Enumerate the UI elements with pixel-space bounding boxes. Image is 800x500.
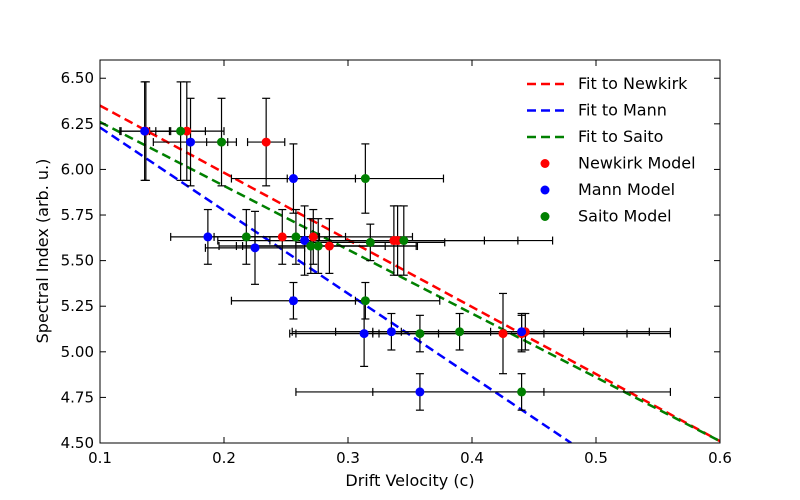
- fit-line: [100, 104, 720, 443]
- y-tick-label: 6.25: [61, 115, 94, 133]
- legend-label: Fit to Newkirk: [578, 74, 688, 93]
- data-point: [393, 236, 403, 246]
- y-tick-label: 4.75: [61, 388, 94, 406]
- data-point: [455, 327, 465, 337]
- y-tick-label: 5.50: [61, 252, 94, 270]
- legend-marker-swatch: [540, 212, 550, 221]
- data-point: [217, 137, 227, 147]
- data-point: [203, 232, 213, 242]
- y-axis-title: Spectral Index (arb. u.): [33, 159, 52, 344]
- plot-frame: [99, 59, 721, 444]
- data-point: [415, 387, 425, 397]
- data-point: [306, 241, 316, 251]
- x-axis-title: Drift Velocity (c): [345, 471, 474, 490]
- x-tick-label: 0.2: [212, 449, 236, 467]
- legend-marker-swatch: [540, 185, 550, 195]
- data-point: [517, 387, 527, 397]
- data-point: [517, 327, 527, 337]
- y-tick-label: 6.00: [61, 160, 94, 178]
- legend-label: Saito Model: [578, 207, 672, 226]
- y-tick-label: 5.25: [61, 297, 94, 315]
- legend-label: Fit to Mann: [578, 101, 667, 120]
- data-point: [399, 236, 409, 246]
- legend-entry: Mann Model: [540, 180, 675, 199]
- x-axis: 0.1 0.2 0.3 0.4 0.5 0.6: [88, 60, 732, 467]
- data-point: [313, 241, 323, 251]
- data-point: [291, 232, 301, 242]
- legend-label: Fit to Saito: [578, 127, 663, 146]
- data-point: [186, 137, 196, 147]
- legend-entry: Fit to Saito: [527, 127, 663, 146]
- plot-content: [100, 81, 720, 443]
- legend-entry: Newkirk Model: [540, 154, 696, 173]
- x-tick-label: 0.1: [88, 449, 112, 467]
- x-tick-label: 0.4: [460, 449, 484, 467]
- x-tick-label: 0.6: [708, 449, 732, 467]
- data-point: [308, 232, 318, 242]
- legend: Fit to Newkirk Fit to Mann Fit to Saito New…: [527, 74, 696, 226]
- data-point: [415, 329, 425, 339]
- data-point: [176, 126, 186, 136]
- x-tick-label: 0.5: [584, 449, 608, 467]
- y-tick-label: 6.50: [61, 69, 94, 87]
- data-point: [241, 232, 251, 242]
- data-point: [300, 236, 310, 246]
- legend-label: Mann Model: [578, 180, 675, 199]
- data-point: [498, 329, 508, 339]
- data-point: [250, 243, 260, 253]
- y-axis: 4.50 4.75 5.00 5.25 5.50 5.75 6.00 6.25 6.50: [61, 69, 720, 452]
- data-point: [360, 296, 370, 306]
- data-point: [288, 174, 298, 184]
- data-point: [365, 237, 375, 247]
- data-point: [359, 329, 369, 339]
- fit-line: [100, 126, 572, 443]
- legend-entry: Fit to Newkirk: [527, 74, 688, 93]
- fit-line: [100, 120, 720, 443]
- x-tick-label: 0.3: [336, 449, 360, 467]
- legend-entry: Saito Model: [540, 207, 672, 226]
- data-point: [288, 296, 298, 306]
- data-point: [324, 241, 334, 251]
- data-point: [182, 126, 192, 136]
- y-tick-label: 5.00: [61, 343, 94, 361]
- data-point: [140, 126, 150, 136]
- legend-label: Newkirk Model: [578, 154, 696, 173]
- legend-entry: Fit to Mann: [527, 101, 667, 120]
- data-point: [386, 327, 396, 337]
- y-tick-label: 5.75: [61, 206, 94, 224]
- data-point: [261, 137, 271, 147]
- y-tick-label: 4.50: [61, 434, 94, 452]
- data-point: [360, 174, 370, 184]
- legend-marker-swatch: [540, 159, 550, 168]
- data-point: [277, 232, 287, 242]
